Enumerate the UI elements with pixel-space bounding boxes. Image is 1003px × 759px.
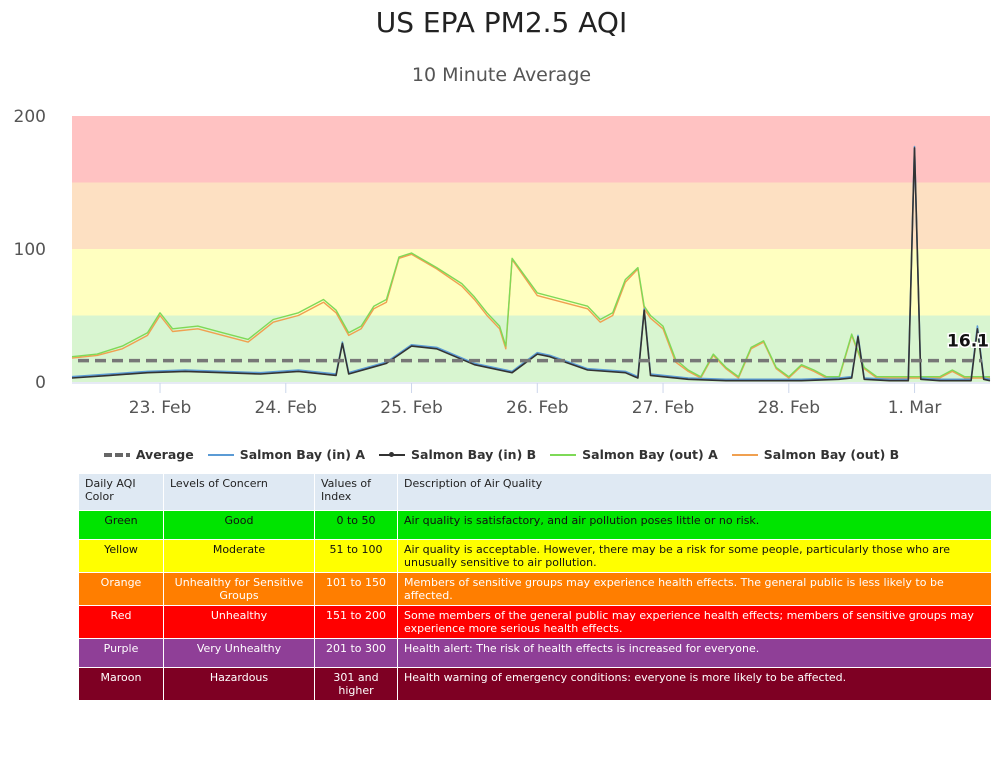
header-description: Description of Air Quality <box>397 473 992 511</box>
cell-aqi-color: Orange <box>78 572 164 606</box>
table-row: Maroon Hazardous 301 and higher Health warn… <box>78 667 992 701</box>
cell-index-range: 301 and higher <box>314 667 398 701</box>
x-tick-label: 26. Feb <box>506 398 569 418</box>
aqi-band-1 <box>72 249 990 316</box>
cell-level-of-concern: Good <box>163 510 315 540</box>
legend-item[interactable]: Average <box>103 447 194 462</box>
cell-aqi-color: Maroon <box>78 667 164 701</box>
legend-item[interactable]: Salmon Bay (out) B <box>731 447 900 462</box>
aqi-chart: 0 100 200 23. Feb 24. Feb 25. Feb 26. Feb 27. F… <box>14 107 991 418</box>
cell-level-of-concern: Hazardous <box>163 667 315 701</box>
legend-symbol-icon <box>379 450 406 460</box>
header-daily-aqi-color: Daily AQI Color <box>78 473 164 511</box>
legend-item[interactable]: Salmon Bay (in) B <box>379 447 536 462</box>
x-tick-label: 1. Mar <box>888 398 942 418</box>
cell-level-of-concern: Very Unhealthy <box>163 638 315 668</box>
y-tick-label: 0 <box>35 373 46 393</box>
x-tick-label: 25. Feb <box>380 398 443 418</box>
legend-item[interactable]: Salmon Bay (in) A <box>207 447 366 462</box>
x-tick-label: 23. Feb <box>129 398 192 418</box>
cell-description: Health alert: The risk of health effects… <box>397 638 992 668</box>
y-tick-label: 200 <box>14 107 46 127</box>
legend-label: Salmon Bay (out) A <box>582 447 718 462</box>
legend-symbol-icon <box>103 450 130 460</box>
cell-description: Some members of the general public may e… <box>397 605 992 639</box>
legend-label: Salmon Bay (out) B <box>763 447 900 462</box>
table-row: Yellow Moderate 51 to 100 Air quality is ac… <box>78 539 992 573</box>
legend-item[interactable]: Salmon Bay (out) A <box>550 447 718 462</box>
series-line-salmon-bay-in-b <box>71 147 991 382</box>
cell-index-range: 0 to 50 <box>314 510 398 540</box>
x-tick-label: 27. Feb <box>632 398 695 418</box>
chart-subtitle: 10 Minute Average <box>411 64 592 86</box>
cell-aqi-color: Purple <box>78 638 164 668</box>
x-tick-label: 28. Feb <box>758 398 821 418</box>
aqi-reference-table: Daily AQI Color Levels of Concern Values… <box>78 473 992 701</box>
cell-index-range: 101 to 150 <box>314 572 398 606</box>
cell-index-range: 201 to 300 <box>314 638 398 668</box>
cell-description: Health warning of emergency conditions: … <box>397 667 992 701</box>
legend-label: Average <box>135 447 194 462</box>
cell-index-range: 151 to 200 <box>314 605 398 639</box>
cell-level-of-concern: Moderate <box>163 539 315 573</box>
cell-level-of-concern: Unhealthy for Sensitive Groups <box>163 572 315 606</box>
cell-description: Members of sensitive groups may experien… <box>397 572 992 606</box>
legend-label: Salmon Bay (in) B <box>411 447 537 462</box>
cell-level-of-concern: Unhealthy <box>163 605 315 639</box>
table-row: Red Unhealthy 151 to 200 Some members of th… <box>78 605 992 639</box>
cell-aqi-color: Yellow <box>78 539 164 573</box>
table-row: Green Good 0 to 50 Air quality is satisfact… <box>78 510 992 540</box>
legend-symbol-icon <box>550 450 577 460</box>
y-tick-label: 100 <box>14 240 46 260</box>
aqi-band-3 <box>72 116 990 183</box>
legend-label: Salmon Bay (in) A <box>239 447 366 462</box>
cell-index-range: 51 to 100 <box>314 539 398 573</box>
cell-description: Air quality is satisfactory, and air pol… <box>397 510 992 540</box>
aqi-band-2 <box>72 182 990 249</box>
legend-symbol-icon <box>731 450 758 460</box>
last-value-label: 16.1 <box>947 332 989 352</box>
cell-aqi-color: Red <box>78 605 164 639</box>
cell-description: Air quality is acceptable. However, ther… <box>397 539 992 573</box>
x-tick-label: 24. Feb <box>255 398 318 418</box>
header-values-of-index: Values of Index <box>314 473 398 511</box>
header-levels-of-concern: Levels of Concern <box>163 473 315 511</box>
table-row: Purple Very Unhealthy 201 to 300 Health ale… <box>78 638 992 668</box>
chart-title: US EPA PM2.5 AQI <box>375 6 628 39</box>
cell-aqi-color: Green <box>78 510 164 540</box>
table-row: Orange Unhealthy for Sensitive Groups 101 … <box>78 572 992 606</box>
chart-legend: Average Salmon Bay (in) A Salmon Bay (in) … <box>0 447 1003 462</box>
legend-symbol-icon <box>207 450 234 460</box>
table-header-row: Daily AQI Color Levels of Concern Values… <box>78 473 992 511</box>
